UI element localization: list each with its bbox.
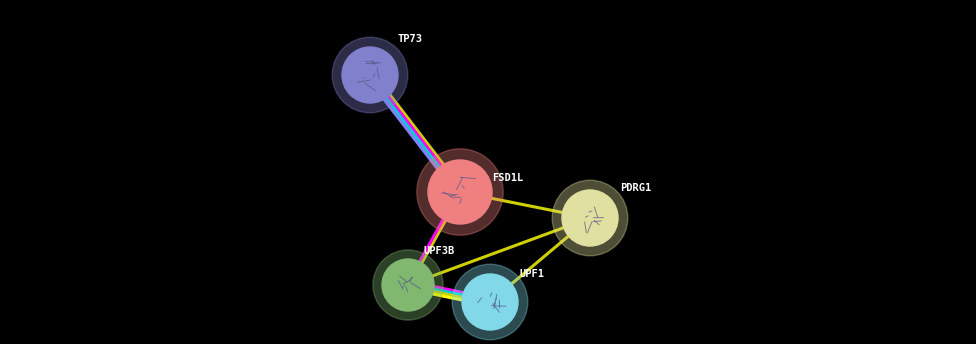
Text: UPF1: UPF1 <box>520 269 545 279</box>
Text: PDRG1: PDRG1 <box>620 183 651 193</box>
Circle shape <box>342 47 398 103</box>
Circle shape <box>552 180 628 256</box>
Text: UPF3B: UPF3B <box>424 246 455 256</box>
Text: FSD1L: FSD1L <box>492 173 523 183</box>
Circle shape <box>562 190 618 246</box>
Circle shape <box>417 149 504 235</box>
Circle shape <box>452 264 528 340</box>
Circle shape <box>462 274 518 330</box>
Circle shape <box>382 259 434 311</box>
Circle shape <box>428 160 492 224</box>
Text: TP73: TP73 <box>398 34 423 44</box>
Circle shape <box>373 250 443 320</box>
Circle shape <box>332 37 408 113</box>
